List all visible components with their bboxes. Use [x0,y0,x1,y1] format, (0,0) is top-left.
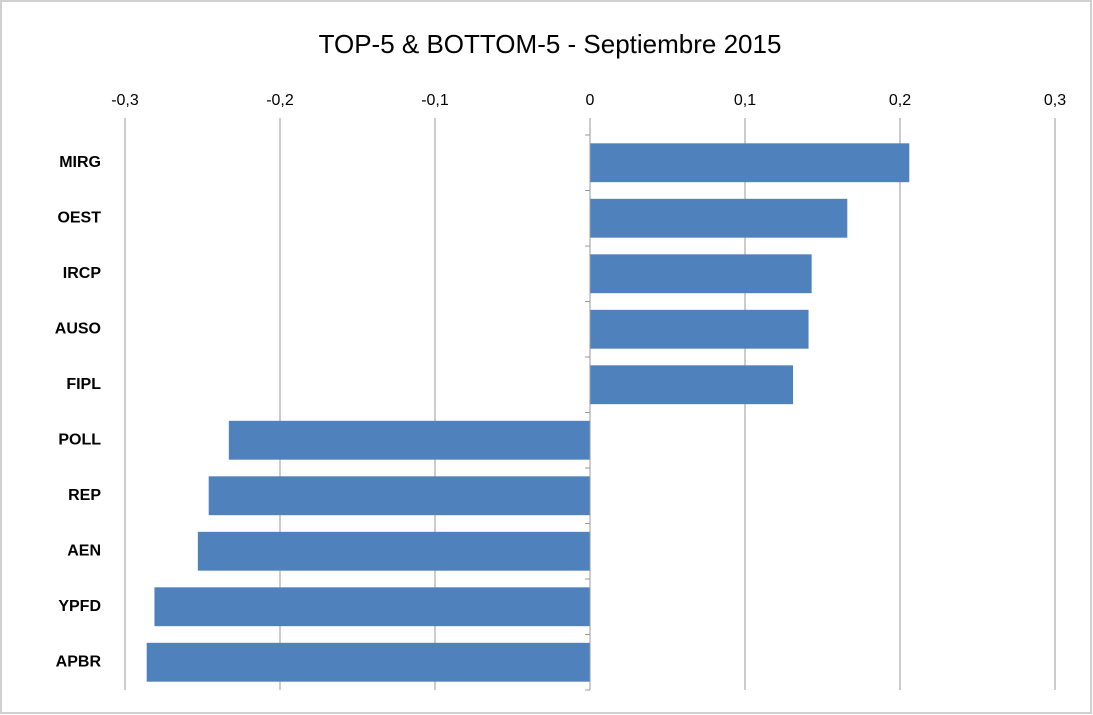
bar [208,476,590,516]
x-tick-label: 0,1 [734,92,756,109]
y-tick-label: POLL [58,431,101,448]
x-tick-label: -0,2 [266,92,294,109]
y-tick-label: IRCP [63,265,102,282]
x-tick-label: 0,3 [1044,92,1066,109]
x-tick-label: -0,3 [111,92,139,109]
bar [228,420,590,460]
bar [590,309,809,349]
bar [197,531,590,571]
bar [590,143,910,183]
bar [590,198,848,238]
y-tick-label: REP [68,487,101,504]
bar [146,642,590,682]
x-tick-label: 0,2 [889,92,911,109]
y-tick-label: MIRG [59,154,101,171]
y-tick-label: OEST [57,209,101,226]
y-tick-label: AEN [67,542,101,559]
bar [590,365,794,405]
bar [590,254,812,294]
x-tick-label: -0,1 [421,92,449,109]
y-tick-label: FIPL [66,376,101,393]
chart-title: TOP-5 & BOTTOM-5 - Septiembre 2015 [319,29,782,59]
y-tick-label: APBR [56,653,102,670]
y-tick-label: YPFD [58,598,101,615]
y-tick-label: AUSO [55,320,101,337]
x-tick-label: 0 [586,92,595,109]
bar [154,587,590,627]
